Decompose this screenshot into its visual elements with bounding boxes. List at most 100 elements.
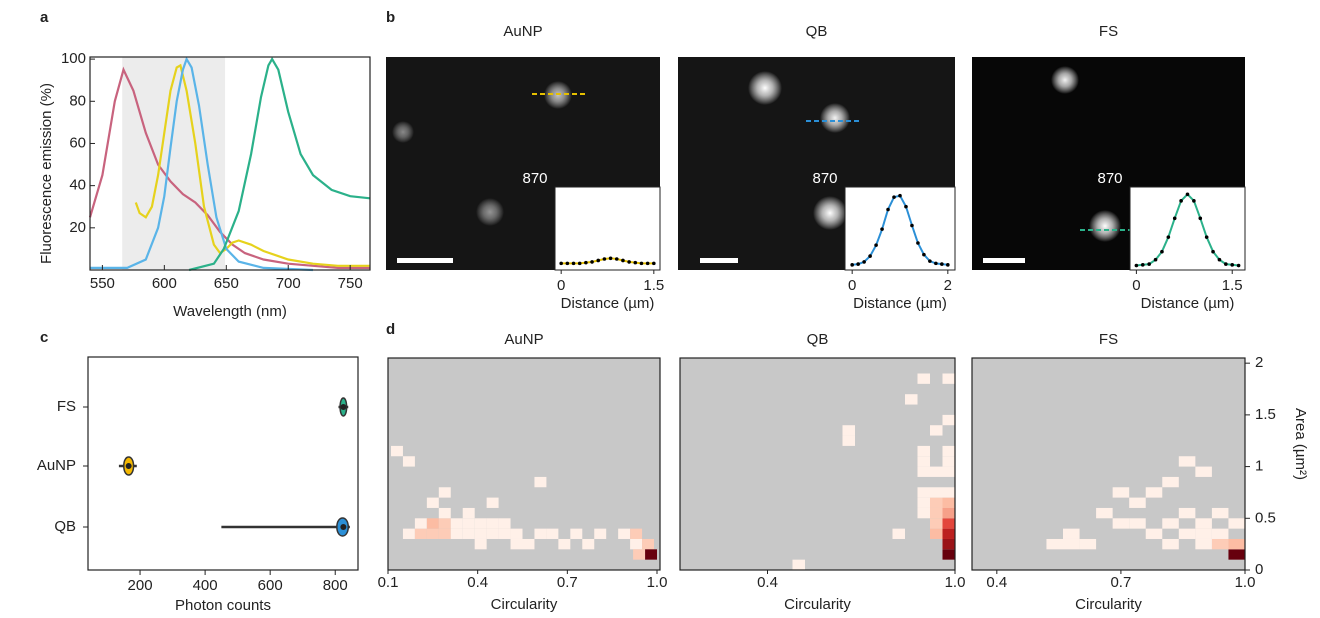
axes-frame xyxy=(89,56,371,271)
scale-bar xyxy=(700,258,738,263)
image-title: FS xyxy=(1099,23,1118,40)
heatmap-cell xyxy=(633,549,646,560)
heatmap-cell xyxy=(930,487,943,498)
heatmap-cell xyxy=(474,528,487,539)
heatmap-cell xyxy=(942,414,955,426)
profile-point xyxy=(886,207,890,212)
heatmap-cell xyxy=(1162,518,1179,529)
panel-label: a xyxy=(40,9,49,26)
heatmap-cell xyxy=(930,497,943,508)
spectrum-line xyxy=(88,66,370,269)
heatmap-cell xyxy=(930,466,943,477)
heatmap-cell xyxy=(522,538,535,550)
heatmap-cell xyxy=(510,528,523,539)
heatmap-cell xyxy=(582,538,595,550)
heatmap-cell xyxy=(1178,507,1196,519)
axes-frame xyxy=(679,357,956,571)
heatmap-title: QB xyxy=(807,331,829,348)
heatmap-cell xyxy=(942,507,955,519)
particle-spot xyxy=(1051,66,1079,94)
profile-point xyxy=(596,258,601,263)
profile-point xyxy=(928,259,932,263)
violin-median xyxy=(125,463,132,469)
particle-spot xyxy=(476,198,504,226)
heatmap-cell xyxy=(942,487,955,498)
x-tick-label: 0.4 xyxy=(986,574,1007,591)
profile-point xyxy=(1134,263,1139,268)
heatmap-cell xyxy=(1063,538,1080,550)
profile-point xyxy=(1192,199,1196,203)
annotation: 870 xyxy=(812,170,837,187)
x-tick-label: 1.0 xyxy=(647,574,668,591)
image-title: QB xyxy=(806,23,828,40)
inset-frame xyxy=(554,186,661,271)
profile-point xyxy=(1185,192,1190,197)
y-tick-label: 80 xyxy=(69,92,86,109)
heatmap-cell xyxy=(462,528,475,539)
heatmap-cell xyxy=(1195,528,1212,539)
heatmap-cell xyxy=(942,445,955,457)
heatmap-cell xyxy=(450,528,463,539)
heatmap-cell xyxy=(558,538,571,550)
profile-point xyxy=(1224,262,1228,266)
profile-point xyxy=(1179,199,1183,203)
heatmap-cell xyxy=(486,518,499,529)
heatmap-cell xyxy=(1112,487,1130,498)
panel-label: c xyxy=(40,329,48,346)
particle-spot xyxy=(748,71,782,105)
heatmap-cell xyxy=(1129,518,1146,529)
profile-point xyxy=(904,204,908,209)
heatmap-cell xyxy=(1228,538,1245,550)
profile-point xyxy=(645,261,650,266)
x-tick-label: 400 xyxy=(193,577,218,594)
x-tick-label: 0.4 xyxy=(467,574,488,591)
heatmap-cell xyxy=(534,528,547,539)
x-axis-label: Photon counts xyxy=(175,597,271,614)
profile-point xyxy=(868,254,872,258)
y-tick-label: 1.5 xyxy=(1255,406,1276,423)
heatmap-cell xyxy=(905,394,918,405)
scale-bar xyxy=(397,258,453,263)
heatmap-cell xyxy=(474,518,487,529)
x-tick-label: 700 xyxy=(276,275,301,292)
heatmap-cell xyxy=(570,528,583,539)
profile-point xyxy=(652,261,656,266)
heatmap-cell xyxy=(462,518,475,529)
profile-point xyxy=(946,263,950,267)
heatmap-cell xyxy=(930,528,943,539)
profile-point xyxy=(1153,257,1158,262)
heatmap-cell xyxy=(842,425,855,436)
heatmap-cell xyxy=(942,549,955,560)
shaded-region xyxy=(122,57,226,270)
heatmap-cell xyxy=(1211,538,1229,550)
heatmap-cell xyxy=(1112,518,1130,529)
axes-frame xyxy=(87,356,359,571)
profile-fit xyxy=(561,257,654,265)
profile-point xyxy=(571,261,576,266)
profile-point xyxy=(898,193,902,198)
x-tick-label: 0 xyxy=(848,277,856,294)
spectrum-line xyxy=(90,56,314,272)
profile-point xyxy=(1236,263,1241,268)
heatmap-cell xyxy=(1129,497,1146,508)
x-tick-label: 0.7 xyxy=(1110,574,1131,591)
heatmap-cell xyxy=(414,528,427,539)
profile-point xyxy=(1160,249,1164,254)
heatmap-cell xyxy=(942,538,955,550)
x-axis-label: Distance (µm) xyxy=(853,295,947,312)
heatmap-cell xyxy=(930,507,943,519)
x-tick-label: 200 xyxy=(128,577,153,594)
profile-point xyxy=(602,257,607,261)
heatmap-cell xyxy=(534,476,547,488)
profile-point xyxy=(621,258,625,263)
profile-point xyxy=(892,195,896,199)
violin-median xyxy=(340,524,347,530)
y-tick-label: 0 xyxy=(1255,561,1263,578)
profile-point xyxy=(559,261,563,266)
profile-point xyxy=(850,263,854,267)
x-axis-label: Circularity xyxy=(491,596,558,613)
scale-bar xyxy=(983,258,1025,263)
x-tick-label: 1.0 xyxy=(945,574,966,591)
heatmap-cell xyxy=(402,456,415,467)
heatmap-cell xyxy=(438,507,451,519)
